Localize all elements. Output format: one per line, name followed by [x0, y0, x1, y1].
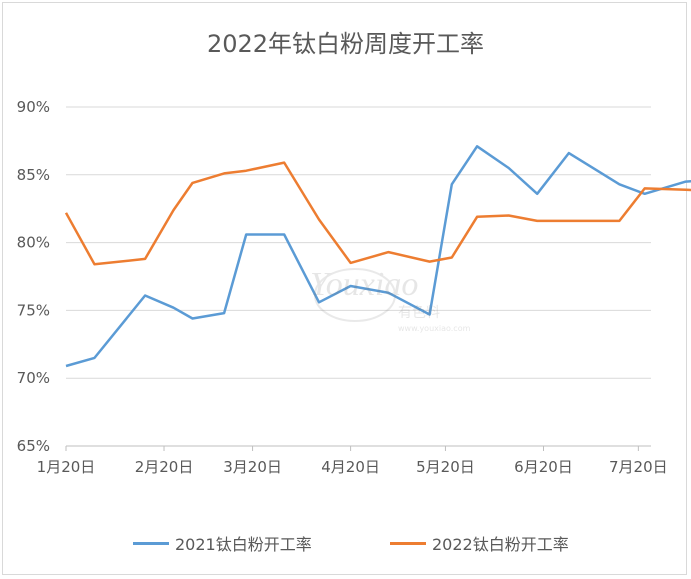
x-tick-label: 2月20日 — [135, 458, 194, 476]
legend: 2021钛白粉开工率 2022钛白粉开工率 — [0, 533, 691, 554]
y-tick-label: 75% — [17, 301, 50, 319]
x-tick-label: 6月20日 — [514, 458, 573, 476]
y-tick-label: 90% — [17, 98, 50, 116]
legend-label-2021: 2021钛白粉开工率 — [175, 535, 312, 554]
x-tick-label: 5月20日 — [416, 458, 475, 476]
y-axis: 65% 70% 75% 80% 85% 90% — [17, 98, 50, 455]
x-tick-label: 1月20日 — [37, 458, 96, 476]
legend-item-2022: 2022钛白粉开工率 — [390, 533, 569, 554]
legend-swatch-2021 — [133, 541, 169, 545]
series-line-2022 — [64, 161, 691, 266]
x-tick-label: 7月20日 — [609, 458, 668, 476]
legend-swatch-2022 — [390, 541, 426, 545]
y-tick-label: 80% — [17, 234, 50, 252]
series-line-2021 — [65, 145, 691, 368]
y-tick-label: 85% — [17, 166, 50, 184]
series-group — [64, 145, 691, 368]
y-tick-label: 65% — [17, 437, 50, 455]
x-tick-label: 3月20日 — [223, 458, 282, 476]
x-axis: 1月20日 2月20日 3月20日 4月20日 5月20日 6月20日 7月20日 — [37, 445, 668, 476]
legend-item-2021: 2021钛白粉开工率 — [133, 533, 312, 554]
y-tick-label: 70% — [17, 369, 50, 387]
legend-label-2022: 2022钛白粉开工率 — [432, 535, 569, 554]
chart-title: 2022年钛白粉周度开工率 — [206, 30, 485, 58]
x-tick-label: 4月20日 — [321, 458, 380, 476]
